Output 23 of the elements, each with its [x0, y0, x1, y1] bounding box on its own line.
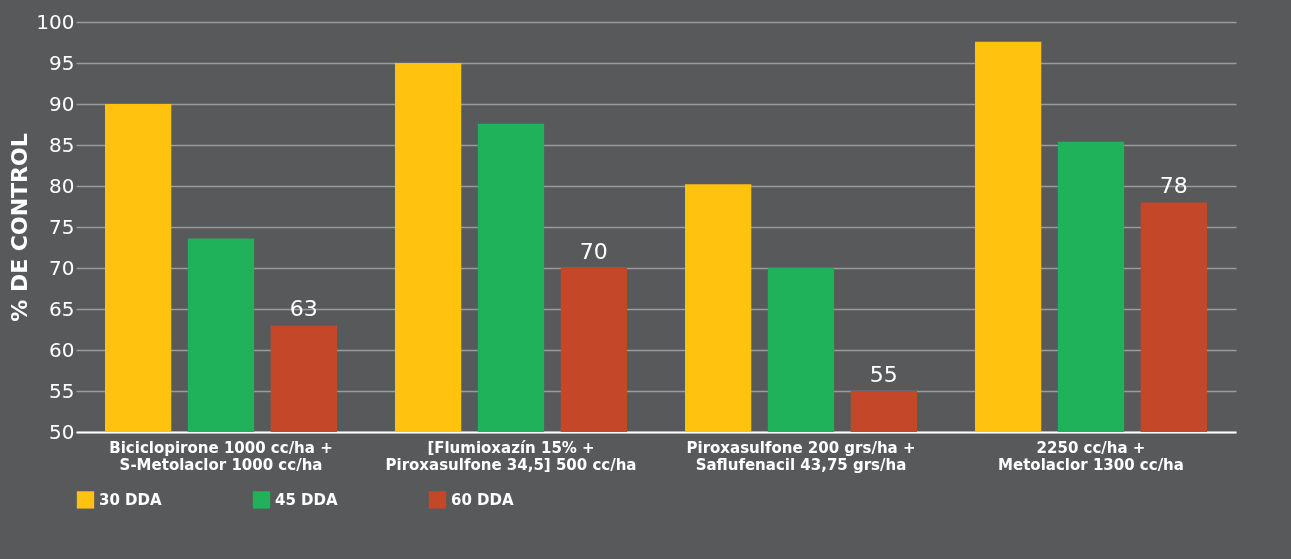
x-tick-label: Piroxasulfone 200 grs/ha + Saflufenacil 43,75 grs/ha — [686, 438, 916, 474]
x-tick-label: 2250 cc/ha + Metolaclor 1300 cc/ha — [998, 438, 1184, 474]
data-label: 55 — [869, 362, 898, 387]
y-tick-label: 95 — [49, 50, 75, 75]
y-tick-label: 100 — [36, 9, 75, 34]
x-tick-label: Biciclopirone 1000 cc/ha + S-Metolaclor 1000 cc/ha — [109, 438, 333, 474]
y-tick-label: 90 — [49, 91, 75, 116]
y-tick-label: 75 — [49, 214, 75, 239]
legend-label: 30 DDA — [99, 490, 162, 509]
data-label: 78 — [1159, 173, 1188, 199]
y-axis-title: % DE CONTROL — [7, 133, 33, 322]
legend-label: 60 DDA — [451, 490, 514, 509]
y-tick-label: 65 — [49, 296, 75, 321]
data-label: 63 — [289, 296, 318, 322]
y-tick-label: 85 — [49, 132, 75, 157]
legend-label: 45 DDA — [275, 490, 338, 509]
data-label: 70 — [579, 239, 608, 264]
x-tick-label: [Flumioxazín 15% + Piroxasulfone 34,5] 500 cc/ha — [385, 438, 637, 474]
y-tick-label: 50 — [49, 419, 75, 444]
y-tick-label: 55 — [49, 378, 75, 403]
y-tick-label: 70 — [49, 255, 75, 280]
y-tick-label: 60 — [49, 337, 75, 362]
y-tick-label: 80 — [49, 173, 75, 198]
